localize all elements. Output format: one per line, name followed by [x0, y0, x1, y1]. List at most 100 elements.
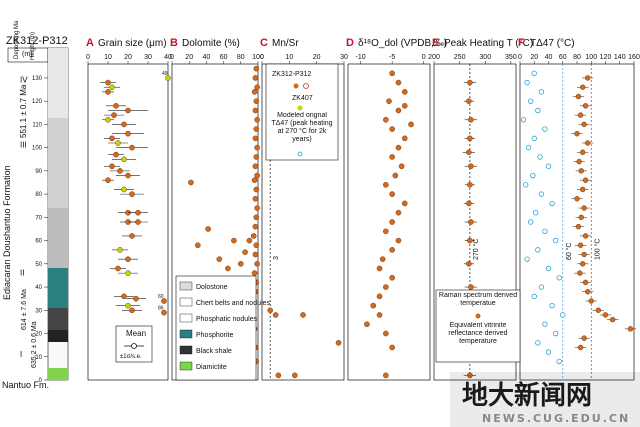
measured-point [578, 168, 584, 174]
x-tick-label: 40 [545, 54, 553, 61]
lith-swatch [179, 281, 193, 291]
data-point [395, 144, 402, 151]
height-tick-label: 110 [32, 122, 42, 128]
measured-point [602, 312, 609, 318]
data-point [389, 247, 395, 253]
data-point [242, 249, 248, 256]
modeled-point [538, 191, 545, 197]
measured-point [577, 242, 584, 248]
x-tick-label: 60 [220, 54, 228, 61]
data-point [105, 116, 111, 123]
data-point [161, 309, 167, 316]
data-point [267, 307, 274, 314]
data-point [117, 247, 123, 253]
data-point [111, 112, 117, 118]
data-point [165, 75, 171, 81]
measured-point [582, 177, 589, 183]
data-point [401, 200, 408, 207]
legend-note: Modeled orignal TΔ47 (peak heating at 27… [271, 112, 333, 143]
measured-point [595, 307, 602, 313]
modeled-point [556, 275, 562, 281]
col-depositing: Depositing Ma [14, 20, 20, 59]
lith-swatch [179, 313, 193, 323]
modeled-point [556, 358, 562, 365]
data-point [383, 330, 389, 337]
x-tick-label: 20 [313, 54, 321, 61]
measured-point [577, 344, 584, 351]
data-point [376, 293, 383, 300]
x-tick-label: 30 [144, 54, 152, 61]
data-point [133, 295, 139, 302]
data-point [113, 103, 119, 109]
data-point [254, 172, 260, 179]
modeled-point [542, 321, 548, 327]
modeled-point [531, 70, 537, 76]
data-point [253, 214, 260, 221]
data-point [389, 154, 395, 160]
measured-point [584, 75, 591, 81]
modeled-point [532, 210, 539, 216]
x-tick-label: 30 [340, 54, 348, 61]
data-point [252, 75, 259, 81]
legend-raman: Raman spectrum derived temperatue [438, 292, 518, 307]
height-tick-label: 0 [39, 378, 43, 384]
data-point [300, 312, 306, 318]
data-point [389, 191, 395, 197]
data-point [254, 84, 260, 91]
watermark: 地大新闻网 NEWS.CUG.EDU.CN [450, 372, 640, 427]
data-point [129, 307, 135, 314]
lith-label: Chert belts and nodules [196, 300, 270, 307]
data-point [253, 186, 260, 193]
measured-point [574, 131, 580, 137]
member-label: II [20, 268, 24, 277]
legend-raman-dot [475, 313, 481, 319]
panel-title: TΔ47 (°C) [530, 38, 575, 49]
measured-point [577, 112, 584, 118]
lith-swatch [179, 297, 193, 307]
height-tick-label: 30 [35, 308, 42, 314]
lith-label: Dolostone [196, 284, 228, 291]
data-point [113, 151, 119, 158]
measured-point [582, 279, 589, 286]
data-point [253, 126, 260, 132]
col-units: (m) [22, 51, 33, 58]
panel-b: B Dolomite (%) 0 20 40 60 80 100 [170, 37, 264, 381]
panel-title: Peak Heating T (°C) [444, 38, 533, 49]
measured-point [581, 121, 587, 128]
data-point [246, 237, 253, 244]
height-tick-label: 100 [32, 146, 43, 152]
mean-title: Mean [126, 329, 146, 338]
panel-letter: E [432, 37, 439, 49]
modeled-point [552, 330, 559, 337]
data-point [188, 179, 194, 186]
data-point [105, 79, 111, 86]
lith-label: Phosphatic nodules [196, 316, 258, 323]
data-point [383, 116, 389, 123]
data-point [251, 177, 258, 183]
data-point [395, 237, 402, 244]
measured-point [580, 186, 586, 193]
data-point [231, 237, 237, 244]
x-tick-label: 250 [454, 54, 466, 61]
modeled-point [545, 265, 552, 272]
data-point [125, 172, 131, 179]
height-tick-label: 60 [35, 239, 42, 245]
data-point [252, 223, 259, 230]
panel-letter: F [518, 37, 525, 49]
ref-line-label: 270 °C [472, 239, 480, 260]
modeled-point [531, 135, 537, 142]
x-tick-label: 0 [518, 54, 522, 61]
modeled-point [538, 89, 545, 95]
modeled-point [549, 200, 555, 207]
modeled-point [545, 163, 552, 169]
modeled-point [524, 256, 530, 262]
data-point [109, 163, 115, 170]
stratigraphic-column: ZK312-P312 Depositing Ma Height (m) (m) … [2, 20, 69, 390]
panel-title: Grain size (μm) [98, 38, 167, 49]
data-point [129, 191, 135, 197]
data-point [467, 79, 473, 86]
data-point [250, 233, 257, 239]
modeled-point [527, 219, 534, 225]
data-point [291, 372, 298, 379]
